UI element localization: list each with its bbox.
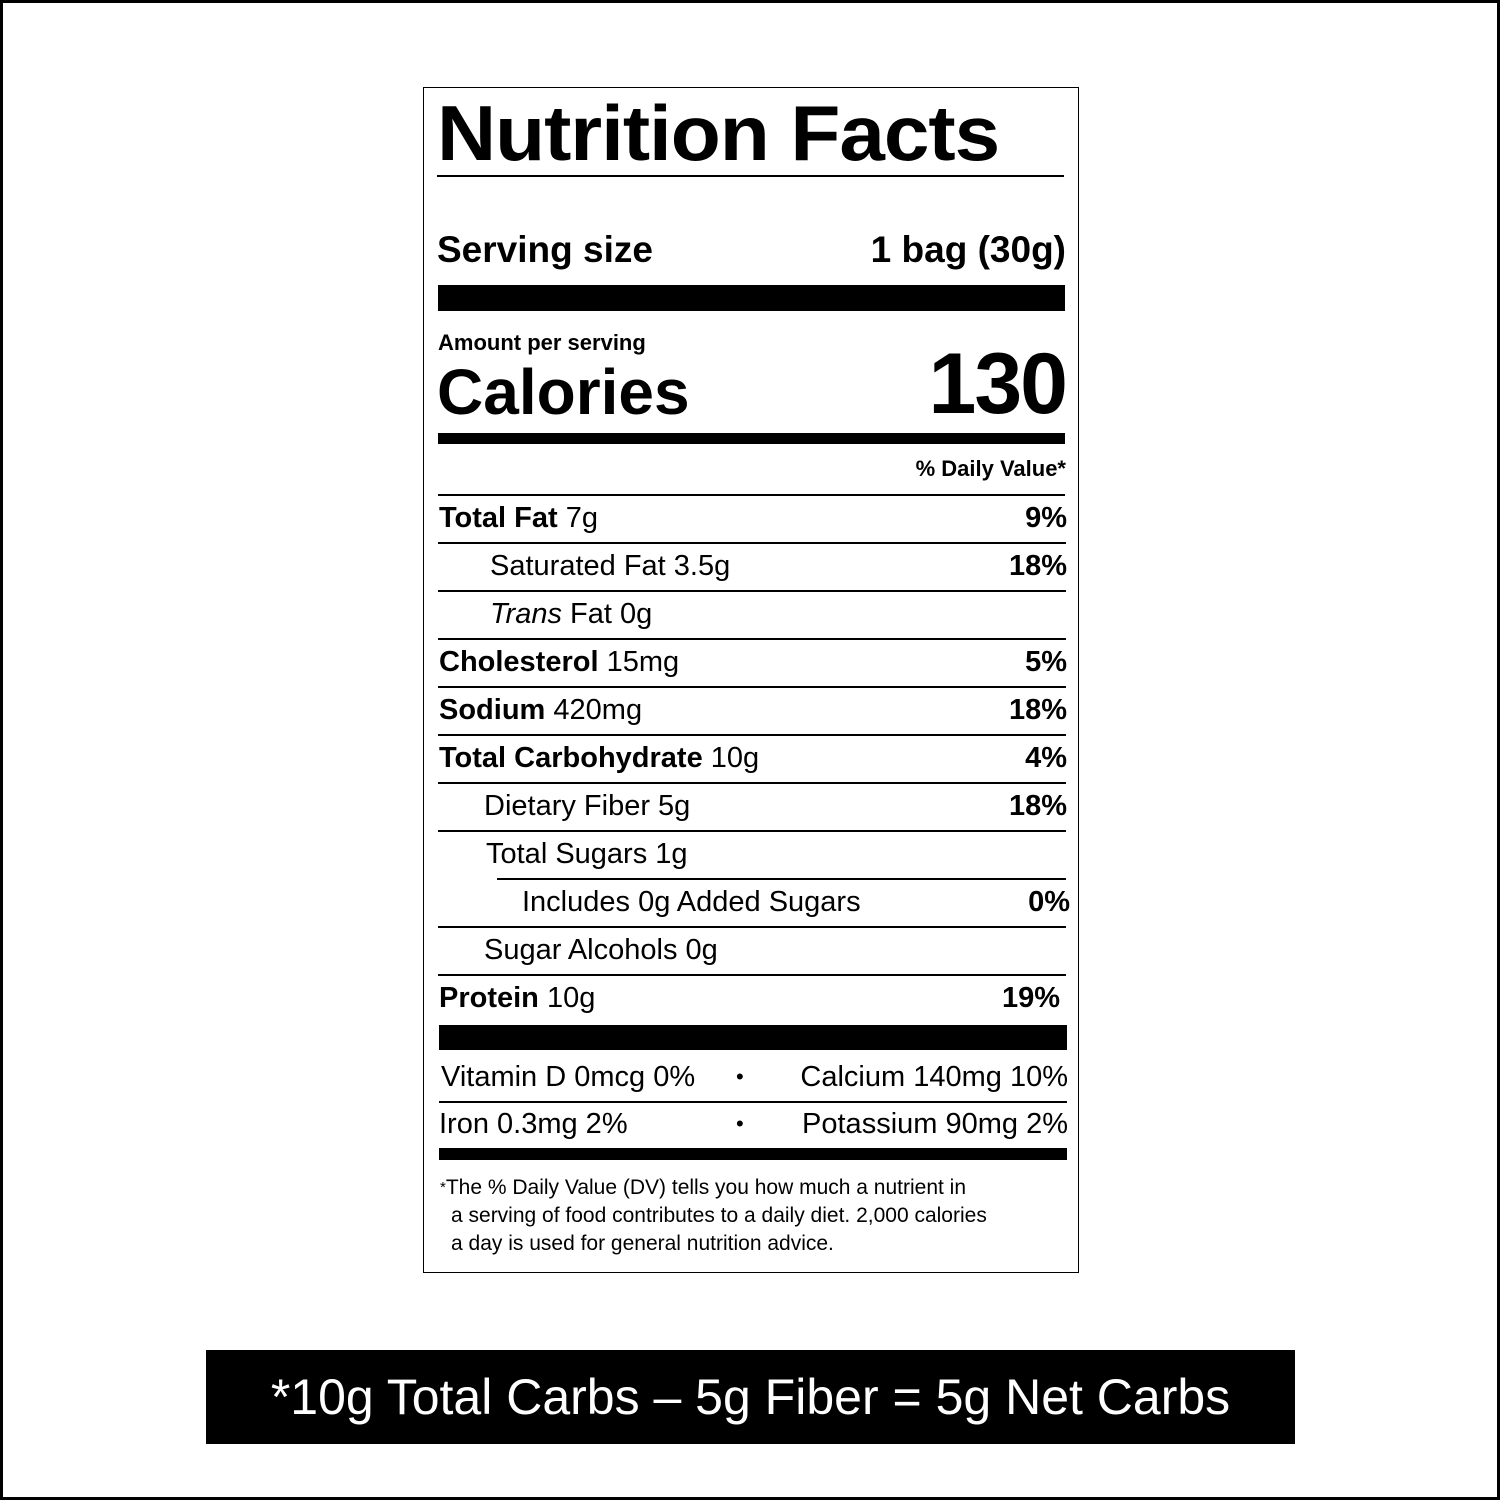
nutrient-name: Dietary Fiber 5g <box>484 790 691 822</box>
nutrient-pct: 0% <box>1028 886 1070 918</box>
row-dietary-fiber: Dietary Fiber 5g 18% <box>439 782 1067 830</box>
divider <box>497 878 1066 880</box>
nutrient-pct: 9% <box>1025 502 1067 534</box>
footnote-line: a day is used for general nutrition advi… <box>451 1232 834 1255</box>
row-saturated-fat: Saturated Fat 3.5g 18% <box>439 542 1067 590</box>
footnote-line: a serving of food contributes to a daily… <box>451 1204 987 1227</box>
net-carbs-banner: *10g Total Carbs – 5g Fiber = 5g Net Car… <box>206 1350 1295 1444</box>
divider <box>438 638 1066 640</box>
serving-size-value: 1 bag (30g) <box>870 229 1066 270</box>
bullet-separator: • <box>736 1111 744 1136</box>
nutrient-name: Saturated Fat 3.5g <box>490 550 731 582</box>
divider <box>438 782 1066 784</box>
divider <box>438 830 1066 832</box>
row-added-sugars: Includes 0g Added Sugars 0% <box>439 878 1070 926</box>
serving-size-label: Serving size <box>437 229 653 270</box>
nutrient-name: Sodium <box>439 694 546 726</box>
calories-value: 130 <box>928 336 1068 432</box>
nutrient-name: Protein <box>439 982 539 1014</box>
row-sugar-alcohols: Sugar Alcohols 0g <box>439 926 1067 974</box>
divider <box>438 494 1065 496</box>
daily-value-header: % Daily Value* <box>915 456 1066 481</box>
nutrient-name: Total Carbohydrate <box>439 742 703 774</box>
thick-bar <box>439 1025 1067 1050</box>
divider <box>438 926 1066 928</box>
nutrient-name: Trans <box>490 598 562 630</box>
calories-label: Calories <box>437 356 690 428</box>
vitamin-d: Vitamin D 0mcg 0% <box>441 1061 696 1093</box>
row-total-sugars: Total Sugars 1g <box>439 830 1067 878</box>
nutrient-pct: 18% <box>1008 550 1067 582</box>
nutrient-name: Total Fat <box>439 502 558 534</box>
medium-bar <box>438 433 1065 444</box>
nutrient-amount: Fat 0g <box>570 598 653 630</box>
nutrient-name: Cholesterol <box>439 646 599 678</box>
footnote: *The % Daily Value (DV) tells you how mu… <box>440 1174 987 1258</box>
nutrient-name: Includes 0g Added Sugars <box>522 886 861 918</box>
nutrient-pct: 5% <box>1025 646 1067 678</box>
bullet-separator: • <box>736 1064 744 1089</box>
row-trans-fat: Trans Fat 0g <box>439 590 1067 638</box>
potassium: Potassium 90mg 2% <box>802 1108 1068 1140</box>
iron: Iron 0.3mg 2% <box>439 1108 628 1140</box>
nutrient-pct: 19% <box>1001 982 1060 1014</box>
divider <box>438 974 1066 976</box>
divider <box>438 590 1066 592</box>
nutrient-name: Sugar Alcohols 0g <box>484 934 718 966</box>
nutrition-label <box>423 87 1079 1273</box>
footnote-line: The % Daily Value (DV) tells you how muc… <box>445 1176 967 1199</box>
nutrient-amount: 10g <box>546 982 596 1014</box>
nutrient-amount: 7g <box>565 502 599 534</box>
nutrient-name: Total Sugars 1g <box>486 838 688 870</box>
thick-bar <box>438 285 1065 311</box>
nutrient-pct: 4% <box>1025 742 1067 774</box>
row-total-fat: Total Fat 7g 9% <box>439 494 1067 542</box>
footnote-mark: * <box>440 1179 446 1196</box>
nutrient-pct: 18% <box>1008 790 1067 822</box>
row-cholesterol: Cholesterol 15mg 5% <box>439 638 1067 686</box>
calcium: Calcium 140mg 10% <box>800 1061 1068 1093</box>
nutrient-pct: 18% <box>1008 694 1067 726</box>
divider <box>439 1101 1067 1103</box>
row-sodium: Sodium 420mg 18% <box>439 686 1067 734</box>
label-title: Nutrition Facts <box>437 89 1000 177</box>
medium-bar <box>439 1148 1067 1160</box>
divider <box>438 686 1066 688</box>
nutrient-amount: 10g <box>710 742 760 774</box>
divider <box>438 542 1066 544</box>
divider <box>437 175 1064 177</box>
row-total-carbohydrate: Total Carbohydrate 10g 4% <box>439 734 1067 782</box>
nutrient-amount: 420mg <box>553 694 643 726</box>
divider <box>438 734 1066 736</box>
amount-per-serving: Amount per serving <box>438 330 646 355</box>
row-protein: Protein 10g 19% <box>439 974 1067 1022</box>
nutrient-amount: 15mg <box>606 646 680 678</box>
